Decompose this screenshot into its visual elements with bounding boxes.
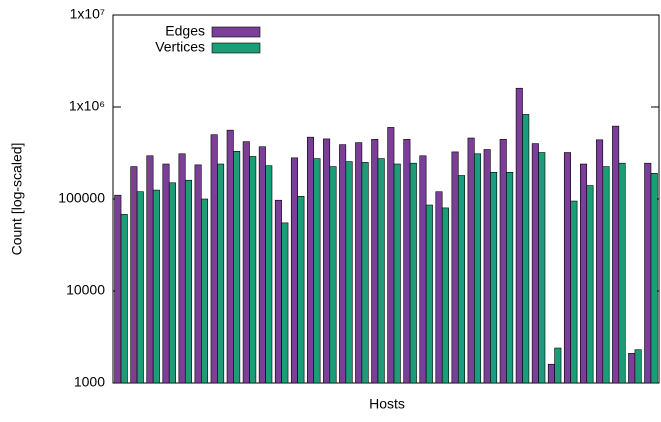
bar bbox=[441, 207, 449, 384]
bar bbox=[554, 347, 562, 384]
bar bbox=[194, 164, 202, 384]
bar bbox=[547, 363, 555, 384]
bar bbox=[217, 163, 225, 384]
bar bbox=[323, 138, 331, 384]
y-tick-label: 1x10⁶ bbox=[69, 98, 105, 114]
bar bbox=[201, 198, 209, 384]
bar bbox=[644, 162, 652, 384]
y-tick-label: 1x10⁷ bbox=[70, 6, 105, 22]
legend-label: Edges bbox=[165, 23, 205, 39]
bar bbox=[403, 139, 411, 384]
bar bbox=[329, 166, 337, 384]
bar bbox=[522, 114, 530, 384]
bar bbox=[618, 162, 626, 384]
bar bbox=[531, 143, 539, 384]
bar bbox=[474, 153, 482, 384]
y-axis-label: Count [log-scaled] bbox=[9, 143, 25, 256]
bar bbox=[168, 182, 176, 384]
bar bbox=[120, 214, 128, 384]
bar bbox=[634, 349, 642, 384]
x-axis-label: Hosts bbox=[369, 396, 405, 412]
bar bbox=[612, 125, 620, 384]
bar bbox=[580, 163, 588, 384]
bar bbox=[345, 161, 353, 384]
bar bbox=[274, 199, 282, 384]
bar bbox=[506, 172, 514, 384]
legend-label: Vertices bbox=[155, 39, 205, 55]
y-tick-label: 10000 bbox=[66, 282, 105, 298]
bar bbox=[146, 155, 154, 384]
bar bbox=[515, 87, 523, 384]
bar bbox=[435, 191, 443, 384]
bar bbox=[184, 179, 192, 384]
bar bbox=[258, 146, 266, 384]
bar bbox=[130, 166, 138, 384]
bar bbox=[586, 185, 594, 384]
bar bbox=[152, 189, 160, 384]
bar bbox=[290, 157, 298, 384]
bar bbox=[265, 165, 273, 384]
bar bbox=[371, 139, 379, 384]
bar bbox=[355, 142, 363, 384]
bar bbox=[499, 139, 507, 384]
bar bbox=[538, 152, 546, 384]
bar bbox=[233, 150, 241, 384]
bar bbox=[425, 204, 433, 384]
bar bbox=[596, 139, 604, 384]
bar bbox=[377, 158, 385, 384]
bar bbox=[457, 175, 465, 384]
bar bbox=[178, 153, 186, 384]
bar bbox=[409, 162, 417, 384]
bar bbox=[393, 163, 401, 384]
y-tick-label: 100000 bbox=[58, 190, 105, 206]
bar bbox=[297, 195, 305, 384]
bar bbox=[136, 191, 144, 384]
bar bbox=[628, 353, 636, 384]
bar bbox=[114, 194, 122, 384]
bar bbox=[650, 173, 658, 384]
bar bbox=[226, 129, 234, 384]
legend-swatch bbox=[211, 26, 261, 38]
bar bbox=[490, 172, 498, 384]
bar bbox=[162, 163, 170, 384]
bar bbox=[361, 162, 369, 384]
bar bbox=[307, 136, 315, 384]
bar bbox=[387, 127, 395, 384]
bar bbox=[570, 200, 578, 384]
bar bbox=[602, 166, 610, 384]
bar bbox=[467, 137, 475, 384]
legend-swatch bbox=[211, 42, 261, 54]
bar bbox=[451, 151, 459, 384]
bar bbox=[242, 141, 250, 384]
bar bbox=[210, 134, 218, 384]
bar bbox=[483, 149, 491, 384]
bar bbox=[563, 152, 571, 384]
bar bbox=[419, 155, 427, 384]
bar bbox=[313, 158, 321, 384]
bar bbox=[249, 156, 257, 384]
bar bbox=[281, 222, 289, 384]
bar bbox=[339, 144, 347, 384]
y-tick-label: 1000 bbox=[74, 374, 105, 390]
